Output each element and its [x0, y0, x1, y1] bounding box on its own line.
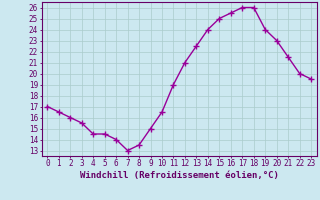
X-axis label: Windchill (Refroidissement éolien,°C): Windchill (Refroidissement éolien,°C)	[80, 171, 279, 180]
